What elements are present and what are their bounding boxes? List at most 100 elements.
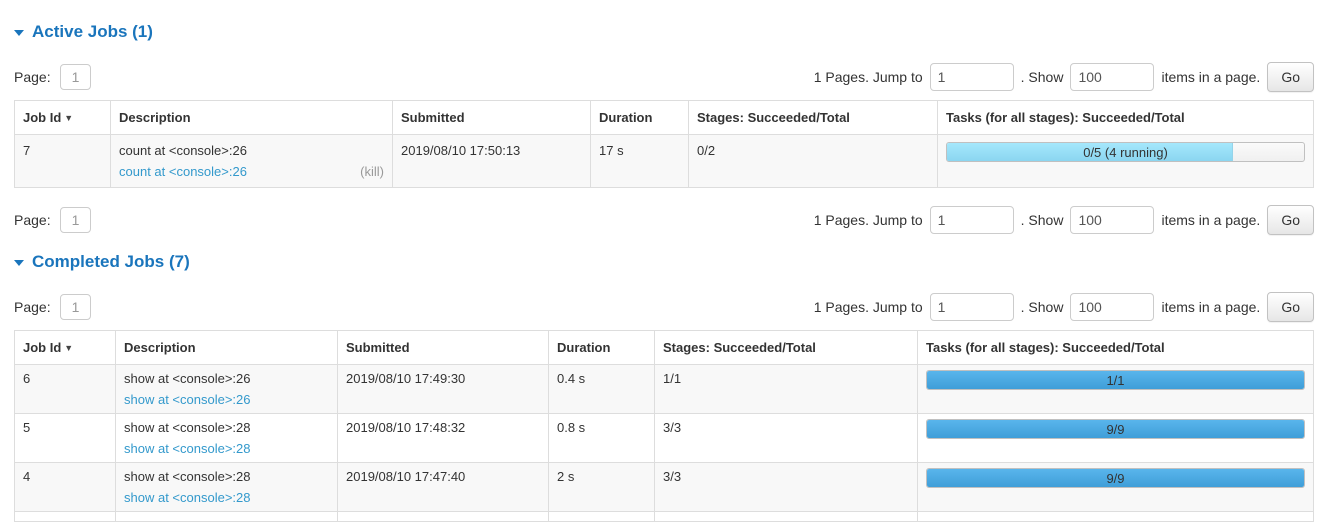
header-tasks[interactable]: Tasks (for all stages): Succeeded/Total <box>917 330 1314 365</box>
tasks-cell: 1/1 <box>917 364 1314 414</box>
go-button[interactable]: Go <box>1267 205 1314 235</box>
submitted-cell: 2019/08/10 17:47:40 <box>337 462 549 512</box>
job-id-cell: 5 <box>23 420 31 435</box>
duration-cell: 2 s <box>548 462 655 512</box>
submitted-cell: 2019/08/10 17:50:13 <box>392 134 591 188</box>
completed-job-row: 6 show at <console>:26 show at <console>… <box>14 364 1314 414</box>
pagination-row-active-top: Page: 1 1 Pages. Jump to . Show items in… <box>14 62 1314 92</box>
show-text: . Show <box>1020 299 1064 315</box>
jump-to-page-input[interactable] <box>929 293 1014 321</box>
items-per-page-input[interactable] <box>1070 63 1155 91</box>
header-job-id[interactable]: Job Id ▼ <box>14 100 111 135</box>
tasks-progress-bar: 9/9 <box>926 468 1305 488</box>
header-submitted[interactable]: Submitted <box>392 100 591 135</box>
completed-jobs-table: Job Id ▼ Description Submitted Duration S… <box>14 330 1314 522</box>
job-detail-link[interactable]: show at <console>:28 <box>124 441 251 456</box>
job-description-text: count at <console>:26 <box>119 143 247 158</box>
duration-cell: 0.4 s <box>548 364 655 414</box>
description-cell: count at <console>:26 count at <console>… <box>110 134 393 188</box>
job-id-cell: 4 <box>23 469 31 484</box>
tasks-progress-bar: 9/9 <box>926 419 1305 439</box>
progress-completed-segment <box>927 469 1304 487</box>
current-page-button[interactable]: 1 <box>59 294 92 320</box>
progress-label: 9/9 <box>1106 421 1125 437</box>
pagination-row-active-bottom: Page: 1 1 Pages. Jump to . Show items in… <box>14 205 1314 235</box>
active-jobs-title: Active Jobs (1) <box>32 22 153 41</box>
tasks-progress-bar: 1/1 <box>926 370 1305 390</box>
submitted-cell: 2019/08/10 17:48:32 <box>337 413 549 463</box>
progress-label: 0/5 (4 running) <box>1083 144 1168 160</box>
job-description-text: show at <console>:28 <box>124 420 251 435</box>
duration-cell: 0.8 s <box>548 413 655 463</box>
completed-job-row: 5 show at <console>:28 show at <console>… <box>14 413 1314 463</box>
collapse-arrow-icon <box>14 260 24 266</box>
pages-jump-text: 1 Pages. Jump to <box>813 299 923 315</box>
description-cell: show at <console>:26 show at <console>:2… <box>115 364 338 414</box>
tasks-cell: 0/5 (4 running) <box>937 134 1314 188</box>
header-description[interactable]: Description <box>115 330 338 365</box>
items-per-page-input[interactable] <box>1070 206 1155 234</box>
table-row-partial <box>14 511 1314 522</box>
go-button[interactable]: Go <box>1267 292 1314 322</box>
completed-job-row: 4 show at <console>:28 show at <console>… <box>14 462 1314 512</box>
tasks-cell: 9/9 <box>917 413 1314 463</box>
active-jobs-section-header[interactable]: Active Jobs (1) <box>14 22 153 42</box>
page-label: Page: <box>14 299 51 315</box>
items-per-page-text: items in a page. <box>1161 69 1261 85</box>
completed-jobs-title: Completed Jobs (7) <box>32 252 190 271</box>
description-cell: show at <console>:28 show at <console>:2… <box>115 462 338 512</box>
active-table-header-row: Job Id ▼ Description Submitted Duration S… <box>14 100 1314 135</box>
sort-desc-icon: ▼ <box>64 113 74 123</box>
show-text: . Show <box>1020 69 1064 85</box>
header-stages[interactable]: Stages: Succeeded/Total <box>654 330 918 365</box>
header-tasks[interactable]: Tasks (for all stages): Succeeded/Total <box>937 100 1314 135</box>
tasks-progress-bar: 0/5 (4 running) <box>946 142 1305 162</box>
jump-to-page-input[interactable] <box>929 63 1014 91</box>
items-per-page-text: items in a page. <box>1161 212 1261 228</box>
job-detail-link[interactable]: show at <console>:26 <box>124 392 251 407</box>
description-cell: show at <console>:28 show at <console>:2… <box>115 413 338 463</box>
tasks-cell: 9/9 <box>917 462 1314 512</box>
items-per-page-input[interactable] <box>1070 293 1155 321</box>
job-id-cell: 7 <box>23 143 31 158</box>
header-description[interactable]: Description <box>110 100 393 135</box>
header-stages[interactable]: Stages: Succeeded/Total <box>688 100 938 135</box>
progress-label: 1/1 <box>1106 372 1125 388</box>
show-text: . Show <box>1020 212 1064 228</box>
progress-running-segment <box>947 143 1233 161</box>
job-detail-link[interactable]: show at <console>:28 <box>124 490 251 505</box>
stages-cell: 1/1 <box>654 364 918 414</box>
pages-jump-text: 1 Pages. Jump to <box>813 212 923 228</box>
active-job-row: 7 count at <console>:26 count at <consol… <box>14 134 1314 188</box>
header-job-id[interactable]: Job Id ▼ <box>14 330 116 365</box>
current-page-button[interactable]: 1 <box>59 64 92 90</box>
header-duration[interactable]: Duration <box>590 100 689 135</box>
submitted-cell: 2019/08/10 17:49:30 <box>337 364 549 414</box>
jump-to-page-input[interactable] <box>929 206 1014 234</box>
progress-label: 9/9 <box>1106 470 1125 486</box>
pages-jump-text: 1 Pages. Jump to <box>813 69 923 85</box>
current-page-button[interactable]: 1 <box>59 207 92 233</box>
spark-jobs-page: Active Jobs (1) Page: 1 1 Pages. Jump to… <box>0 22 1328 522</box>
completed-jobs-section-header[interactable]: Completed Jobs (7) <box>14 252 190 272</box>
items-per-page-text: items in a page. <box>1161 299 1261 315</box>
stages-cell: 3/3 <box>654 413 918 463</box>
stages-cell: 3/3 <box>654 462 918 512</box>
job-detail-link[interactable]: count at <console>:26 <box>119 164 247 179</box>
job-description-text: show at <console>:28 <box>124 469 251 484</box>
duration-cell: 17 s <box>590 134 689 188</box>
go-button[interactable]: Go <box>1267 62 1314 92</box>
header-submitted[interactable]: Submitted <box>337 330 549 365</box>
progress-completed-segment <box>927 371 1304 389</box>
active-jobs-table: Job Id ▼ Description Submitted Duration S… <box>14 100 1314 188</box>
pagination-row-completed-top: Page: 1 1 Pages. Jump to . Show items in… <box>14 292 1314 322</box>
completed-table-header-row: Job Id ▼ Description Submitted Duration S… <box>14 330 1314 365</box>
job-description-text: show at <console>:26 <box>124 371 251 386</box>
collapse-arrow-icon <box>14 30 24 36</box>
progress-completed-segment <box>927 420 1304 438</box>
stages-cell: 0/2 <box>688 134 938 188</box>
header-duration[interactable]: Duration <box>548 330 655 365</box>
job-id-cell: 6 <box>23 371 31 386</box>
kill-job-link[interactable]: (kill) <box>360 164 384 179</box>
page-label: Page: <box>14 69 51 85</box>
